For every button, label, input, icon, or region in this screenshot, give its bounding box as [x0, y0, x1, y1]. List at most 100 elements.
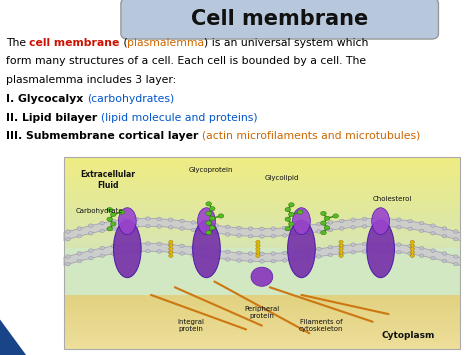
- Circle shape: [180, 252, 184, 255]
- Circle shape: [442, 227, 447, 230]
- Circle shape: [285, 226, 291, 231]
- Bar: [64, 315, 460, 320]
- Circle shape: [294, 258, 299, 261]
- Circle shape: [283, 234, 287, 237]
- Circle shape: [88, 231, 93, 235]
- Bar: [64, 343, 460, 346]
- Circle shape: [100, 222, 105, 225]
- Bar: [64, 301, 460, 305]
- Bar: [64, 190, 460, 195]
- Bar: [64, 291, 460, 296]
- Bar: [64, 314, 460, 316]
- Bar: [64, 282, 460, 286]
- Circle shape: [385, 225, 390, 228]
- Circle shape: [146, 224, 150, 228]
- Bar: [64, 340, 460, 343]
- Circle shape: [454, 255, 458, 258]
- Circle shape: [111, 227, 116, 230]
- Bar: [64, 248, 460, 253]
- Circle shape: [320, 230, 326, 235]
- Circle shape: [339, 252, 344, 255]
- Circle shape: [396, 225, 401, 229]
- Bar: [64, 157, 460, 162]
- Circle shape: [169, 254, 173, 257]
- Bar: [64, 277, 460, 282]
- Circle shape: [256, 244, 260, 247]
- Circle shape: [111, 219, 116, 223]
- Circle shape: [202, 230, 207, 233]
- Text: III.: III.: [6, 131, 26, 141]
- Circle shape: [119, 210, 125, 214]
- Circle shape: [317, 230, 321, 233]
- Circle shape: [248, 227, 253, 230]
- Circle shape: [396, 251, 401, 254]
- Circle shape: [317, 222, 321, 226]
- Text: The: The: [6, 38, 29, 48]
- Bar: [64, 306, 460, 308]
- Circle shape: [180, 219, 184, 223]
- Circle shape: [324, 226, 330, 230]
- Text: Glycolipid: Glycolipid: [264, 175, 299, 181]
- Circle shape: [339, 247, 343, 251]
- Circle shape: [191, 228, 196, 232]
- Bar: [64, 324, 460, 329]
- Circle shape: [202, 255, 207, 258]
- Circle shape: [237, 226, 241, 230]
- Circle shape: [202, 247, 207, 251]
- Ellipse shape: [292, 208, 310, 235]
- Circle shape: [442, 259, 447, 263]
- Circle shape: [351, 218, 356, 222]
- Ellipse shape: [251, 267, 273, 286]
- Bar: [64, 297, 460, 300]
- Bar: [64, 300, 460, 303]
- Circle shape: [110, 212, 116, 217]
- Circle shape: [297, 210, 303, 214]
- Circle shape: [65, 237, 70, 241]
- Text: Cytoplasm: Cytoplasm: [382, 331, 435, 340]
- Circle shape: [328, 253, 333, 257]
- Circle shape: [271, 234, 276, 238]
- Text: plasmalemma: plasmalemma: [128, 38, 204, 48]
- Circle shape: [385, 250, 390, 253]
- Circle shape: [237, 251, 241, 255]
- Circle shape: [202, 222, 207, 226]
- Circle shape: [169, 247, 173, 251]
- Bar: [64, 295, 460, 297]
- Text: II.: II.: [6, 113, 22, 122]
- Text: Lipid bilayer: Lipid bilayer: [22, 113, 100, 122]
- Text: (carbohydrates): (carbohydrates): [87, 94, 174, 104]
- Circle shape: [248, 260, 253, 263]
- Circle shape: [259, 227, 264, 231]
- Bar: [64, 335, 460, 338]
- Circle shape: [339, 219, 344, 223]
- Circle shape: [210, 207, 215, 211]
- Bar: [64, 316, 460, 319]
- Circle shape: [77, 259, 82, 263]
- Bar: [64, 324, 460, 327]
- Circle shape: [362, 217, 367, 221]
- Ellipse shape: [367, 220, 394, 278]
- Circle shape: [134, 242, 139, 246]
- Circle shape: [362, 250, 367, 253]
- Bar: [64, 234, 460, 239]
- Circle shape: [210, 216, 215, 220]
- Circle shape: [225, 250, 230, 253]
- Bar: [64, 346, 460, 349]
- Circle shape: [123, 243, 128, 246]
- Circle shape: [214, 224, 219, 227]
- Text: Glycocalyx: Glycocalyx: [18, 94, 87, 104]
- Text: form many structures of a cell. Each cell is bounded by a cell. The: form many structures of a cell. Each cel…: [6, 56, 366, 66]
- Text: ) is an universal system which: ) is an universal system which: [204, 38, 369, 48]
- Circle shape: [111, 252, 116, 256]
- Circle shape: [191, 253, 196, 257]
- Circle shape: [294, 250, 299, 253]
- Bar: [64, 311, 460, 314]
- Text: (: (: [120, 38, 128, 48]
- Circle shape: [214, 231, 219, 235]
- Circle shape: [88, 224, 93, 228]
- Circle shape: [256, 240, 260, 244]
- Circle shape: [351, 225, 356, 229]
- Circle shape: [168, 251, 173, 254]
- Circle shape: [328, 228, 333, 232]
- Bar: [64, 322, 460, 324]
